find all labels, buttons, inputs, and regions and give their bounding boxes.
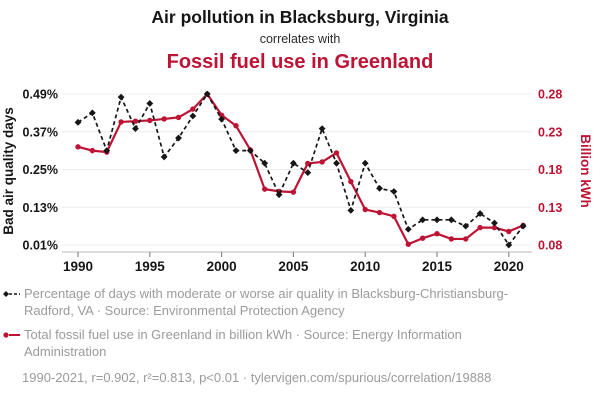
right-axis-tick-label: 0.28 (538, 88, 562, 102)
black-series-point (433, 216, 441, 224)
black-series-point (74, 118, 82, 126)
black-series-point (175, 134, 182, 142)
black-series-point (146, 100, 154, 107)
red-series-point (434, 230, 440, 237)
legend-label: Percentage of days with moderate or wors… (24, 286, 509, 318)
red-series-point (233, 123, 239, 129)
chart-header: Air pollution in Blacksburg, Virginia co… (0, 0, 600, 74)
right-axis-title: Billion kWh (578, 134, 593, 208)
left-axis-tick-label: 0.49% (23, 88, 58, 102)
left-axis-tick-label: 0.37% (23, 125, 58, 139)
black-series-point (232, 147, 240, 155)
x-axis-tick-label: 2015 (422, 259, 453, 274)
red-series-point (75, 144, 81, 150)
right-axis-tick-label: 0.23 (538, 125, 562, 139)
red-series-point (132, 118, 139, 124)
x-axis-tick-label: 2020 (494, 259, 524, 274)
red-series-point (118, 119, 124, 125)
x-axis-tick-label: 1990 (63, 259, 93, 274)
black-series-point (333, 159, 340, 167)
legend: Percentage of days with moderate or wors… (2, 285, 600, 360)
red-series-point (147, 117, 153, 124)
legend-item-fossil-fuel: Total fossil fuel use in Greenland in bi… (2, 326, 600, 360)
red-series-point (161, 116, 167, 122)
chart-secondary-title: Fossil fuel use in Greenland (166, 51, 434, 73)
black-series-point (376, 184, 383, 192)
left-axis-tick-label: 0.25% (23, 163, 58, 177)
black-series-point (246, 147, 254, 155)
red-series-point (419, 235, 426, 241)
red-series-point (506, 228, 512, 235)
chart-title: Air pollution in Blacksburg, Virginia (151, 7, 449, 27)
red-series-point (391, 213, 397, 220)
black-series-point (476, 210, 484, 217)
right-axis-tick-label: 0.18 (538, 163, 562, 177)
chart-subtitle: correlates with (259, 32, 341, 46)
red-series-point (175, 114, 182, 121)
red-series-point (333, 150, 340, 156)
left-axis-tick-label: 0.01% (23, 239, 58, 253)
black-series-point (103, 147, 111, 155)
red-series-point (261, 186, 268, 192)
red-series-point (290, 189, 297, 195)
stats-footer: 1990-2021, r=0.902, r²=0.813, p<0.01 · t… (22, 370, 492, 385)
red-series-point (362, 206, 368, 213)
legend-label: Total fossil fuel use in Greenland in bi… (24, 327, 462, 359)
black-series-point (290, 159, 297, 167)
black-series-point (361, 159, 369, 167)
black-series-point (132, 125, 139, 133)
red-solid-series-legend-marker-icon (3, 332, 20, 338)
x-axis-tick-label: 2000 (207, 259, 237, 274)
red-series-point (463, 236, 469, 242)
right-axis-tick-label: 0.08 (538, 239, 562, 253)
red-series-point (477, 224, 483, 231)
black-series-point (261, 159, 269, 167)
x-axis-tick-label: 1995 (135, 259, 166, 274)
red-series-point (348, 178, 354, 185)
black-series-point (447, 216, 455, 224)
red-series-point (448, 236, 455, 242)
legend-item-air-quality: Percentage of days with moderate or wors… (2, 285, 600, 319)
black-series-point (347, 206, 355, 214)
black-series-point (189, 112, 197, 120)
black-series-point (462, 222, 470, 230)
black-series-point (88, 109, 96, 117)
black-series-point (505, 241, 513, 249)
red-series-point (190, 106, 196, 112)
black-series-point (404, 225, 412, 233)
black-series-point (519, 222, 527, 230)
red-series-point (305, 160, 311, 167)
black-series-point (203, 90, 211, 98)
red-series-point (491, 224, 498, 231)
black-series-point (318, 125, 326, 133)
red-series-point (218, 112, 225, 118)
black-series-point (160, 153, 168, 161)
red-series-point (376, 209, 383, 216)
right-axis-tick-label: 0.13 (538, 201, 562, 215)
red-series-point (89, 147, 96, 154)
red-series-point (405, 241, 411, 247)
red-series-point (319, 159, 325, 165)
black-series-point (304, 169, 312, 177)
x-axis-tick-label: 2010 (350, 259, 380, 274)
black-series-point (491, 219, 498, 227)
left-axis-tick-label: 0.13% (23, 201, 58, 215)
black-dashed-series-legend-marker-icon (3, 291, 20, 297)
black-series-point (390, 188, 398, 195)
chart-area: 0.49% 0.28 0.37% 0.23 0.25% 0.18 0.13% 0.13 0.01… (0, 75, 600, 275)
x-axis-tick-label: 2005 (278, 259, 309, 274)
black-series-point (419, 216, 427, 224)
black-series-point (117, 93, 125, 101)
black-series-point (275, 191, 283, 199)
left-axis-title: Bad air quality days (1, 107, 16, 235)
chart-plot: 0.49% 0.28 0.37% 0.23 0.25% 0.18 0.13% 0.13 0.01… (23, 88, 563, 275)
